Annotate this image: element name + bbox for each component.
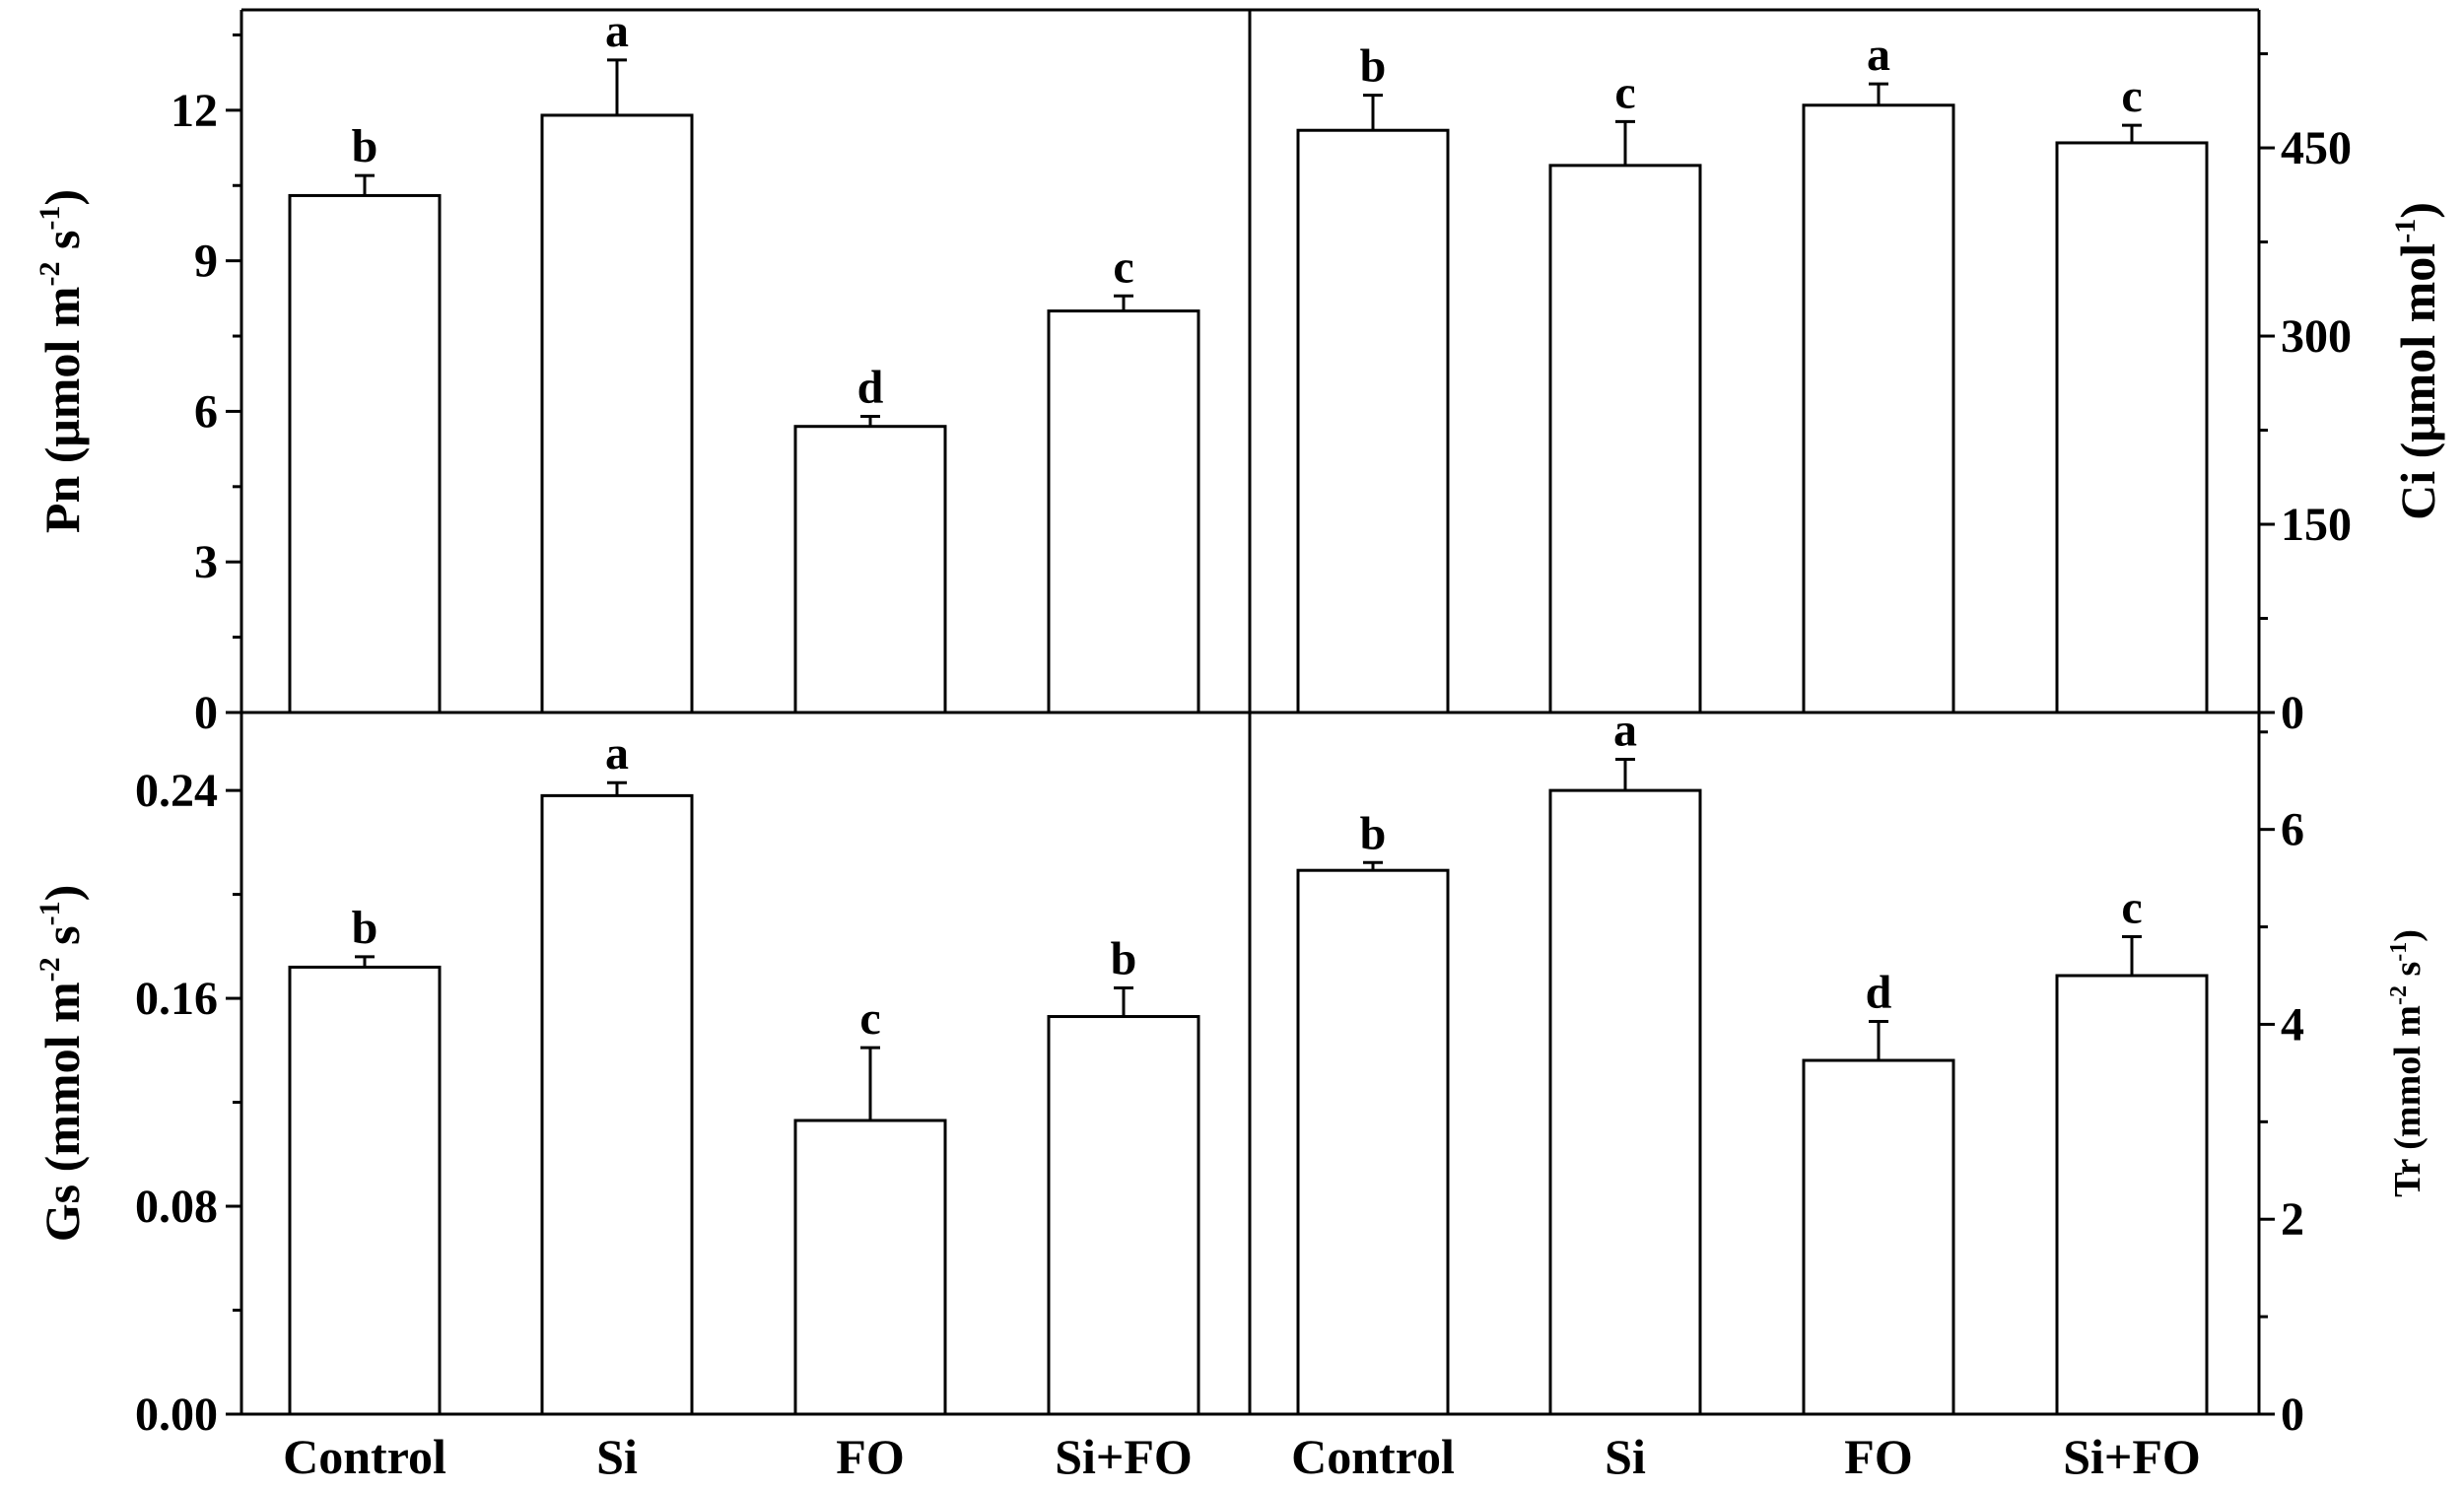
significance-label-top-right-3: c xyxy=(2121,70,2142,122)
y-tick-label-top-left-3: 9 xyxy=(194,236,218,288)
significance-label-top-left-0: b xyxy=(352,120,378,172)
bar-top-left-1 xyxy=(540,113,694,714)
x-category-label-1: Si xyxy=(596,1429,638,1484)
significance-label-top-left-3: c xyxy=(1113,240,1133,293)
significance-label-bottom-left-1: a xyxy=(605,727,629,779)
y-tick-label-bottom-left-0: 0.00 xyxy=(135,1389,218,1441)
y-axis-title-text-top-left: Pn (μmol m-2 s-1) xyxy=(34,189,90,533)
y-axis-titles: Pn (μmol m-2 s-1) Ci (μmol mol-1) Gs (mmol… xyxy=(34,189,2445,1242)
y-axis-title-text-bottom-right: Tr (mmol m-2 s-1) xyxy=(2386,929,2429,1197)
y-axis-title-bottom-right: Tr (mmol m-2 s-1) xyxy=(2386,929,2429,1197)
significance-label-bottom-left-0: b xyxy=(352,902,378,954)
y-tick-label-top-left-2: 6 xyxy=(194,385,218,438)
bar-top-right-2 xyxy=(1802,103,1955,714)
panel-top-left: b a d c 0 3 6 9 12 xyxy=(171,5,1200,739)
y-tick-label-top-right-1: 150 xyxy=(2281,499,2352,551)
y-tick-label-bottom-left-2: 0.16 xyxy=(135,973,218,1025)
bar-bottom-right-0 xyxy=(1296,868,1450,1416)
bar-top-right-3 xyxy=(2055,141,2209,714)
bar-top-left-3 xyxy=(1047,309,1200,714)
bar-top-right-1 xyxy=(1548,164,1702,714)
chart-frame xyxy=(240,8,2261,1416)
significance-label-top-left-2: d xyxy=(857,362,884,414)
bar-top-left-2 xyxy=(793,425,947,714)
bar-bottom-left-2 xyxy=(793,1118,947,1416)
bar-top-left-0 xyxy=(288,193,442,714)
y-axis-title-top-right: Ci (μmol mol-1) xyxy=(2389,202,2445,520)
significance-label-top-right-1: c xyxy=(1614,66,1635,118)
x-category-label-5: Si xyxy=(1605,1429,1646,1484)
y-tick-label-bottom-right-2: 4 xyxy=(2281,998,2304,1050)
x-category-label-4: Control xyxy=(1291,1429,1455,1484)
bar-bottom-left-3 xyxy=(1047,1015,1200,1416)
y-axis-title-text-bottom-left: Gs (mmol m-2 s-1) xyxy=(34,885,90,1242)
y-tick-label-bottom-left-3: 0.24 xyxy=(135,765,218,817)
significance-label-bottom-left-3: b xyxy=(1111,933,1137,985)
bar-bottom-right-3 xyxy=(2055,974,2209,1416)
panel-bottom-left: b a c b 0.00 0.08 0.16 0.24 xyxy=(135,727,1200,1441)
x-axis-category-labels: Control Si FO Si+FO Control Si FO Si+FO xyxy=(283,1429,2201,1484)
y-tick-label-bottom-right-3: 6 xyxy=(2281,804,2304,856)
y-tick-label-bottom-right-0: 0 xyxy=(2281,1389,2304,1441)
y-axis-title-text-top-right: Ci (μmol mol-1) xyxy=(2389,202,2445,520)
significance-label-bottom-left-2: c xyxy=(859,992,880,1045)
y-tick-label-top-left-4: 12 xyxy=(171,85,218,137)
significance-label-bottom-right-0: b xyxy=(1360,807,1387,859)
x-category-label-2: FO xyxy=(836,1429,904,1484)
y-tick-label-top-right-3: 450 xyxy=(2281,122,2352,174)
y-tick-label-top-right-2: 300 xyxy=(2281,310,2352,363)
bar-bottom-right-2 xyxy=(1802,1058,1955,1416)
significance-label-top-right-2: a xyxy=(1867,29,1890,81)
y-tick-label-top-left-1: 3 xyxy=(194,536,218,588)
y-axis-title-top-left: Pn (μmol m-2 s-1) xyxy=(34,189,90,533)
bar-bottom-left-1 xyxy=(540,793,694,1416)
panel-top-right: b c a c 0 150 300 450 xyxy=(1296,29,2352,739)
y-tick-label-bottom-right-1: 2 xyxy=(2281,1193,2304,1246)
x-category-label-0: Control xyxy=(283,1429,446,1484)
bar-bottom-left-0 xyxy=(288,965,442,1416)
x-category-label-7: Si+FO xyxy=(2063,1429,2201,1484)
y-tick-label-top-right-0: 0 xyxy=(2281,687,2304,739)
bar-bottom-right-1 xyxy=(1548,788,1702,1416)
significance-label-bottom-right-2: d xyxy=(1866,966,1892,1018)
y-tick-label-top-left-0: 0 xyxy=(194,687,218,739)
bar-top-right-0 xyxy=(1296,128,1450,714)
significance-label-top-right-0: b xyxy=(1360,40,1387,93)
x-category-label-6: FO xyxy=(1844,1429,1912,1484)
y-axis-title-bottom-left: Gs (mmol m-2 s-1) xyxy=(34,885,90,1242)
significance-label-bottom-right-3: c xyxy=(2121,881,2142,933)
x-category-label-3: Si+FO xyxy=(1055,1429,1193,1484)
significance-label-top-left-1: a xyxy=(605,5,629,57)
y-tick-label-bottom-left-1: 0.08 xyxy=(135,1181,218,1233)
